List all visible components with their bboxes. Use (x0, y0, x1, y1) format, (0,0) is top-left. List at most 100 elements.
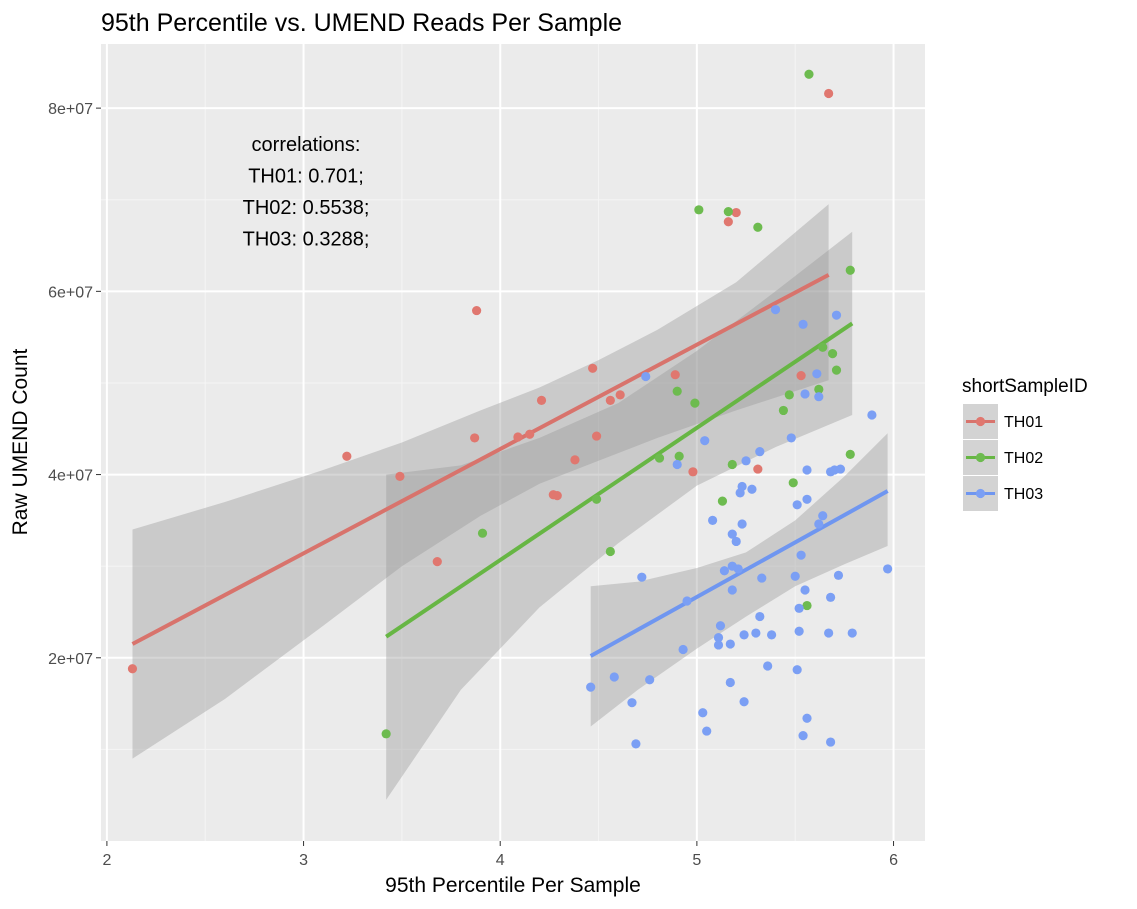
data-point-th03 (755, 447, 765, 457)
data-point-th03 (770, 305, 781, 315)
data-point-th02 (690, 398, 700, 408)
y-tick-label: 8e+07 (48, 101, 93, 118)
legend-label-th02: TH02 (1004, 450, 1043, 467)
data-point-th03 (708, 515, 718, 525)
data-point-th01 (432, 556, 442, 567)
data-point-th01 (723, 217, 733, 227)
data-point-th03 (741, 456, 751, 466)
y-tick-label: 4e+07 (48, 468, 93, 485)
data-point-th02 (694, 205, 704, 215)
annotation-line: TH03: 0.3288; (243, 229, 370, 251)
data-point-th01 (552, 491, 562, 501)
data-point-th03 (755, 611, 765, 622)
y-tick-label: 6e+07 (48, 284, 93, 301)
data-point-th02 (814, 384, 824, 394)
data-point-th03 (713, 633, 724, 643)
data-point-th03 (883, 564, 893, 574)
data-point-th03 (835, 464, 846, 474)
data-point-th02 (788, 478, 798, 488)
chart-title: 95th Percentile vs. UMEND Reads Per Samp… (101, 9, 622, 37)
data-point-th03 (826, 737, 836, 747)
data-point-th02 (717, 496, 728, 506)
data-point-th03 (802, 713, 812, 723)
data-point-th03 (702, 726, 712, 736)
data-point-th03 (641, 371, 651, 382)
data-point-th01 (591, 431, 602, 441)
y-axis-title: Raw UMEND Count (9, 348, 32, 535)
data-point-th03 (818, 511, 828, 521)
data-point-th02 (804, 69, 814, 79)
data-point-th01 (470, 433, 480, 443)
data-point-th02 (654, 453, 665, 463)
data-point-th02 (672, 386, 682, 396)
legend-dot-th03 (975, 488, 986, 499)
data-point-th02 (845, 449, 855, 460)
data-point-th03 (713, 640, 724, 650)
data-point-th02 (753, 222, 763, 232)
annotation-line: TH01: 0.701; (248, 166, 364, 188)
y-tick-label: 2e+07 (48, 651, 93, 668)
data-point-th02 (381, 729, 391, 739)
data-point-th01 (753, 464, 763, 474)
grid-lines (101, 44, 925, 841)
data-point-th03 (682, 596, 692, 606)
confidence-band-th02 (386, 231, 853, 800)
legend-label-th01: TH01 (1004, 414, 1043, 431)
data-point-th03 (637, 572, 647, 582)
data-point-th01 (536, 395, 547, 405)
data-point-th02 (727, 459, 737, 470)
data-point-th03 (586, 682, 596, 692)
data-point-th02 (591, 494, 602, 504)
data-point-th03 (700, 436, 710, 446)
fit-line-th01 (131, 273, 830, 646)
data-point-th01 (605, 395, 615, 405)
data-point-th03 (802, 465, 812, 475)
data-point-th03 (715, 621, 726, 631)
data-point-th03 (733, 564, 743, 574)
x-tick-label: 2 (102, 852, 111, 869)
data-point-th03 (794, 603, 804, 613)
data-point-th03 (725, 677, 735, 688)
data-point-th02 (831, 365, 842, 375)
data-point-th02 (827, 349, 838, 359)
data-point-th03 (800, 389, 810, 399)
data-point-th03 (798, 319, 808, 329)
data-point-th01 (513, 432, 523, 442)
x-tick-label: 5 (692, 852, 701, 869)
data-point-th01 (395, 471, 405, 481)
legend: shortSampleID TH01 TH02 TH03 (962, 376, 1088, 511)
data-point-th03 (812, 369, 822, 379)
annotation-line: TH02: 0.5538; (243, 197, 370, 219)
data-point-th03 (767, 630, 777, 640)
data-point-th03 (790, 571, 800, 581)
data-point-th02 (723, 207, 733, 217)
x-tick-label: 6 (889, 852, 898, 869)
confidence-band-th03 (590, 433, 888, 727)
data-point-th03 (698, 708, 708, 718)
data-point-th01 (525, 429, 535, 439)
data-point-th03 (645, 675, 655, 685)
data-point-th03 (792, 500, 802, 510)
data-point-th03 (739, 697, 749, 707)
data-point-th03 (631, 739, 641, 749)
data-point-th03 (627, 698, 637, 708)
data-point-th01 (472, 305, 482, 316)
data-point-th03 (757, 573, 767, 583)
data-point-th01 (342, 451, 352, 461)
data-point-th02 (784, 390, 794, 400)
data-point-th03 (826, 592, 836, 602)
data-point-th02 (778, 405, 789, 416)
legend-title: shortSampleID (962, 376, 1088, 397)
x-tick-label: 4 (496, 852, 505, 869)
data-point-th03 (725, 639, 735, 649)
data-point-th02 (818, 342, 828, 352)
fit-lines (131, 273, 889, 658)
data-point-th03 (737, 519, 747, 529)
data-point-th03 (609, 672, 619, 682)
data-point-th03 (831, 310, 842, 320)
legend-dot-th02 (975, 452, 986, 463)
data-point-th01 (688, 467, 698, 477)
data-point-th03 (747, 484, 757, 494)
data-point-th03 (737, 481, 747, 492)
data-points (127, 69, 893, 749)
